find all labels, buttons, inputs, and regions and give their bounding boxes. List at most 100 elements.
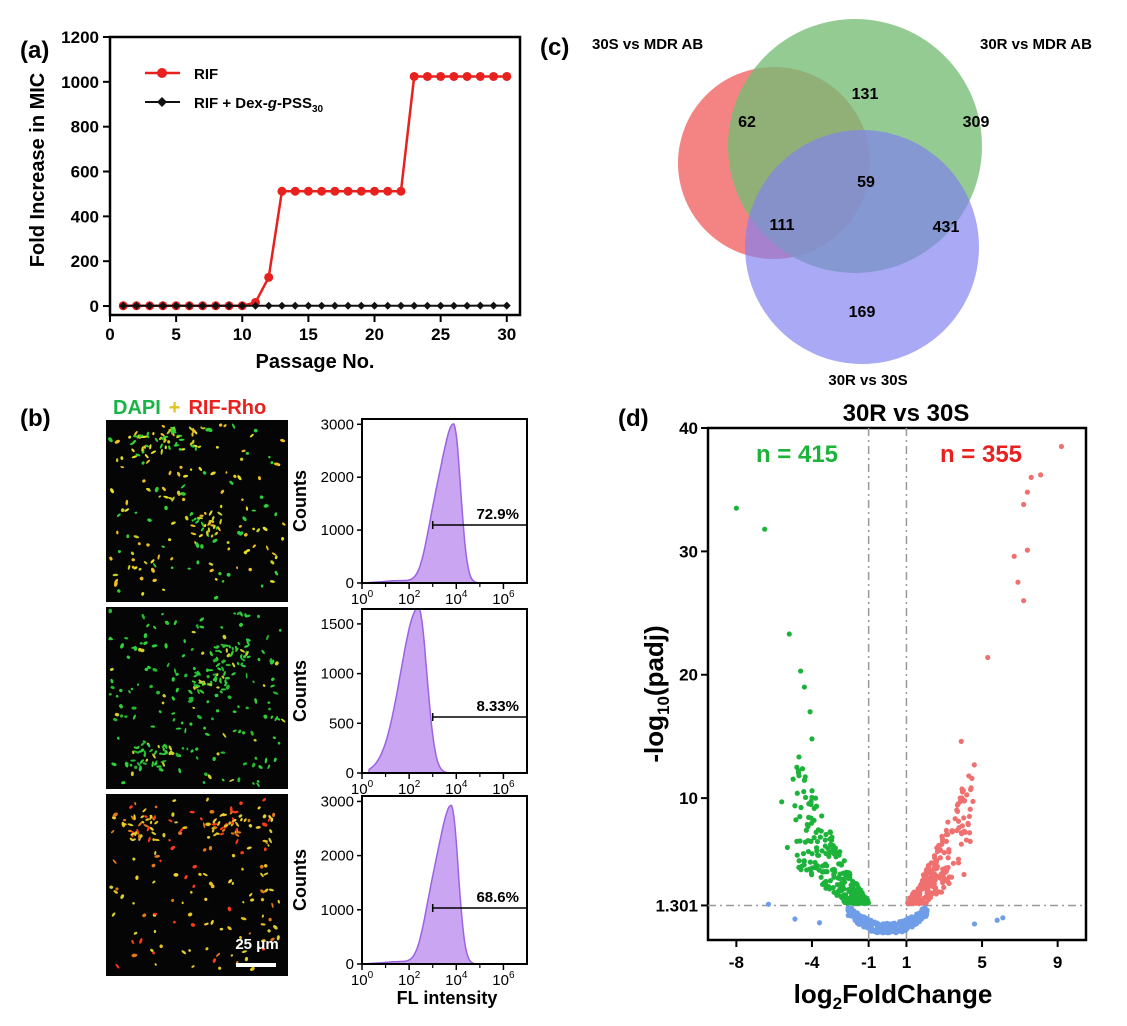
cell-spot — [190, 647, 194, 651]
cell-cluster-spot — [220, 688, 227, 691]
legend-label-rif: RIF — [194, 66, 218, 83]
volcano-point-downregulated — [796, 858, 802, 864]
data-point-rif-dex — [211, 301, 220, 310]
cell-spot — [238, 525, 242, 528]
cell-cluster-spot — [215, 662, 221, 667]
gate-percentage: 72.9% — [476, 506, 519, 523]
data-point-rif — [462, 71, 472, 81]
cell-cluster-spot — [131, 455, 138, 459]
cell-spot — [157, 554, 160, 560]
panel-d-volcano-plot: 30R vs 30S -8 -4 -1 1 5 9 1.301 10 20 30 40 n = 41… — [639, 400, 1088, 1013]
cell-cluster-spot — [232, 819, 237, 822]
cell-spot — [176, 490, 181, 495]
volcano-point-downregulated — [841, 876, 847, 882]
cell-spot — [189, 722, 193, 726]
cell-spot — [188, 689, 193, 694]
cell-spot — [263, 872, 269, 876]
cell-spot — [201, 651, 205, 655]
cell-spot — [273, 757, 277, 763]
volcano-point-upregulated — [924, 890, 930, 896]
volcano-point-upregulated — [985, 654, 991, 661]
volcano-point-downregulated — [798, 668, 804, 674]
volcano-point-upregulated — [1015, 579, 1021, 585]
cell-spot — [152, 667, 158, 672]
cell-spot — [270, 461, 274, 465]
cell-spot — [264, 503, 268, 507]
cell-spot — [131, 706, 137, 710]
cell-cluster-spot — [135, 453, 141, 457]
cell-spot — [238, 814, 243, 818]
cell-spot — [158, 495, 162, 498]
scale-bar-label: 25 μm — [235, 936, 278, 953]
volcano-point-downregulated — [821, 880, 827, 886]
volcano-point-upregulated — [966, 830, 973, 836]
volcano-point-not-significant — [858, 913, 864, 919]
cell-spot — [128, 689, 131, 694]
data-point-rif-dex — [449, 301, 458, 310]
cell-spot — [241, 867, 244, 871]
volcano-point-upregulated — [958, 738, 964, 744]
cell-spot — [154, 486, 159, 493]
cell-spot — [142, 913, 147, 918]
cell-spot — [181, 901, 184, 905]
volcano-point-downregulated — [790, 776, 796, 782]
cell-spot — [184, 673, 188, 678]
cell-spot — [199, 625, 205, 629]
volcano-point-downregulated — [813, 803, 820, 809]
cell-spot — [199, 617, 205, 622]
cell-cluster-spot — [211, 828, 215, 833]
cell-spot — [147, 665, 151, 669]
cell-spot — [245, 451, 250, 455]
cell-spot — [152, 880, 156, 884]
volcano-x-tick-label: -1 — [861, 953, 876, 972]
cell-cluster-spot — [149, 444, 152, 450]
cell-spot — [198, 872, 202, 876]
cell-cluster-spot — [141, 435, 148, 438]
cell-spot — [188, 696, 194, 700]
data-point-rif — [383, 186, 393, 196]
legend-label-rif-dex: RIF + Dex-g-PSS30 — [194, 95, 324, 115]
volcano-point-upregulated — [1028, 474, 1034, 480]
cell-spot — [200, 544, 204, 549]
panel-a-plot-frame — [108, 35, 522, 317]
cell-spot — [218, 571, 222, 576]
data-point-rif — [343, 186, 353, 196]
cell-spot — [237, 705, 240, 709]
cell-cluster-spot — [246, 655, 251, 659]
cell-spot — [278, 628, 282, 632]
cell-cluster-spot — [222, 659, 226, 662]
histogram-x-tick-label: 104 — [445, 970, 468, 989]
cell-spot — [186, 747, 189, 751]
volcano-point-not-significant — [879, 929, 886, 936]
cell-spot — [280, 718, 286, 723]
panel-b-stain-title: DAPI + RIF-Rho — [113, 397, 266, 419]
histogram-y-tick-label: 0 — [346, 956, 354, 973]
volcano-point-upregulated — [946, 880, 952, 887]
volcano-point-upregulated — [939, 841, 945, 847]
cell-cluster-spot — [154, 762, 158, 766]
cell-cluster-spot — [122, 823, 127, 826]
cell-cluster-spot — [190, 444, 195, 448]
cell-spot — [249, 433, 254, 438]
cell-spot — [200, 817, 203, 821]
cell-spot — [205, 822, 211, 827]
panel-a-y-tick-label: 1200 — [61, 28, 99, 47]
cell-cluster-spot — [151, 831, 156, 835]
data-point-rif-dex — [476, 301, 485, 310]
cell-spot — [124, 715, 128, 718]
cell-cluster-spot — [164, 744, 168, 749]
cell-spot — [134, 801, 137, 806]
cell-spot — [202, 873, 208, 877]
cell-spot — [262, 798, 266, 802]
panel-b-x-axis-label: FL intensity — [397, 988, 498, 1008]
volcano-point-upregulated — [941, 884, 947, 890]
volcano-point-not-significant — [1000, 915, 1006, 921]
cell-cluster-spot — [136, 762, 141, 767]
cell-spot — [183, 474, 189, 478]
cell-spot — [254, 756, 258, 760]
cell-cluster-spot — [188, 426, 193, 431]
cell-spot — [131, 953, 138, 958]
volcano-point-upregulated — [1058, 443, 1065, 450]
volcano-point-upregulated — [961, 815, 967, 821]
cell-spot — [204, 732, 210, 736]
